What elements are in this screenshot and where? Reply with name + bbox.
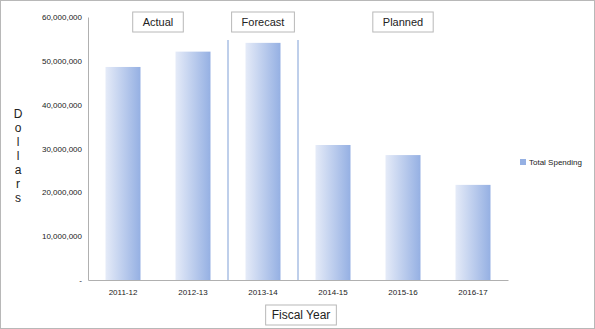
y-axis-line xyxy=(88,18,89,281)
chart: - 10,000,000 20,000,000 30,000,000 40,000,00… xyxy=(0,0,595,329)
y-tick-label: 60,000,000 xyxy=(42,13,83,22)
legend-label: Total Spending xyxy=(529,158,582,167)
x-tick: 2013-14 xyxy=(248,280,278,297)
x-tick-label: 2014-15 xyxy=(318,288,348,297)
bar xyxy=(246,43,281,280)
x-axis-line xyxy=(89,280,509,281)
x-tick-label: 2016-17 xyxy=(458,288,488,297)
x-tick: 2014-15 xyxy=(318,280,348,297)
x-tick: 2012-13 xyxy=(178,280,208,297)
y-tick: 40,000,000 xyxy=(42,101,88,110)
annotation-box xyxy=(232,12,295,32)
x-tick: 2016-17 xyxy=(458,280,488,297)
y-tick-label: 40,000,000 xyxy=(42,101,83,110)
x-tick-label: 2013-14 xyxy=(248,288,278,297)
y-tick-label: 20,000,000 xyxy=(42,188,83,197)
y-axis-title-letter: l xyxy=(17,135,20,149)
y-tick: 60,000,000 xyxy=(42,13,88,22)
y-axis-title-letter: s xyxy=(15,191,21,205)
x-tick-label: 2012-13 xyxy=(178,288,208,297)
y-axis-title-letter: D xyxy=(14,107,23,121)
separator xyxy=(298,40,299,280)
y-tick-label: 10,000,000 xyxy=(42,232,83,241)
x-tick: 2015-16 xyxy=(388,280,418,297)
y-axis-title-letter: o xyxy=(15,121,22,135)
annotation-text: Planned xyxy=(383,16,423,28)
bar xyxy=(316,145,351,280)
separators xyxy=(228,40,298,280)
annotation-text: Actual xyxy=(143,16,174,28)
y-axis-title-letter: r xyxy=(16,177,20,191)
x-axis-title-box xyxy=(266,305,337,325)
legend: Total Spending xyxy=(520,158,582,167)
y-axis-title-letter: l xyxy=(17,149,20,163)
x-tick: 2011-12 xyxy=(109,280,138,297)
annotation: Planned xyxy=(373,12,433,32)
y-tick: - xyxy=(79,276,88,285)
y-tick-label: - xyxy=(79,276,82,285)
y-tick-label: 30,000,000 xyxy=(42,145,83,154)
separator xyxy=(228,40,229,280)
y-tick: 10,000,000 xyxy=(42,232,88,241)
x-tick-label: 2015-16 xyxy=(388,288,418,297)
annotation-box xyxy=(373,12,433,32)
y-tick: 50,000,000 xyxy=(42,57,88,66)
y-axis: - 10,000,000 20,000,000 30,000,000 40,000,00… xyxy=(42,13,89,285)
legend-key xyxy=(520,159,526,165)
annotation: Actual xyxy=(133,12,184,32)
bar xyxy=(106,67,141,280)
annotation-text: Forecast xyxy=(242,16,285,28)
x-axis-title: Fiscal Year xyxy=(272,308,331,322)
y-tick: 30,000,000 xyxy=(42,145,88,154)
bars xyxy=(106,43,491,280)
x-tick-label: 2011-12 xyxy=(109,288,138,297)
y-tick: 20,000,000 xyxy=(42,188,88,197)
y-axis-title: Dollars xyxy=(14,107,23,205)
bar xyxy=(176,52,211,280)
annotation: Forecast xyxy=(232,12,295,32)
bar xyxy=(456,185,491,280)
x-axis-title-group: Fiscal Year xyxy=(266,305,337,325)
frame xyxy=(1,1,595,329)
y-tick-label: 50,000,000 xyxy=(42,57,83,66)
annotation-box xyxy=(133,12,184,32)
bar xyxy=(386,155,421,280)
x-axis: 2011-12 2012-13 2013-14 2014-15 2015-16 2016-… xyxy=(89,280,509,297)
y-axis-title-letter: a xyxy=(15,163,22,177)
